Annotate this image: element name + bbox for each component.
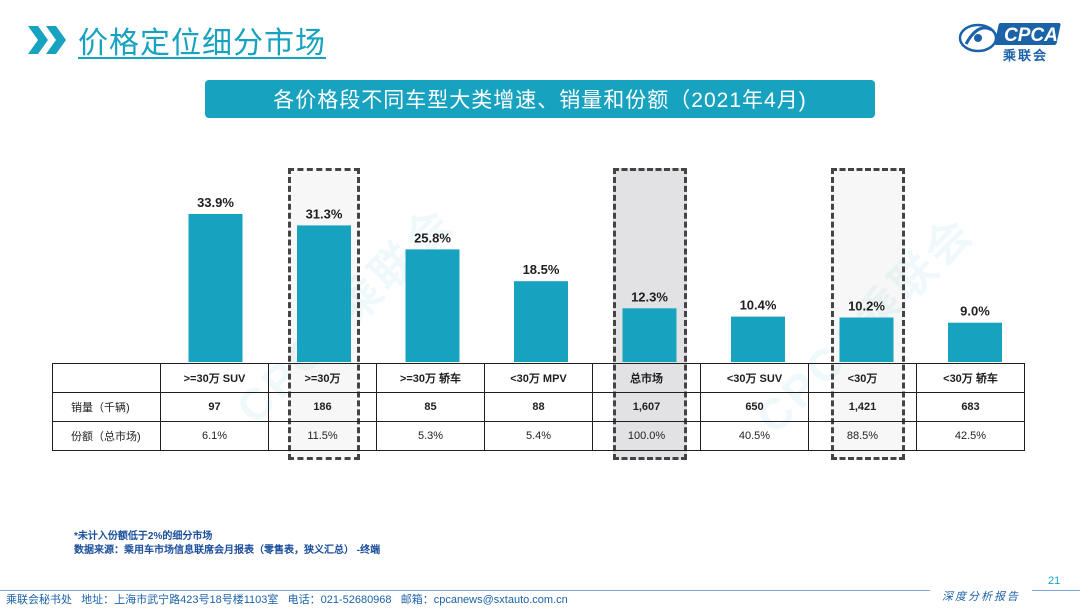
report-label: 深度分析报告 bbox=[942, 591, 1020, 603]
data-table: >=30万 SUV >=30万 >=30万 轿车 <30万 MPV 总市场 <3… bbox=[52, 363, 1025, 451]
row-label-sales: 销量（千辆) bbox=[52, 392, 161, 422]
bar-6 bbox=[839, 317, 894, 362]
footer-contact: 乘联会秘书处 地址：上海市武宁路423号18号楼1103室 电话：021-526… bbox=[6, 594, 568, 606]
table-header-cell bbox=[52, 363, 161, 393]
table-cell: 97 bbox=[160, 392, 269, 422]
footer-divider bbox=[0, 590, 930, 591]
row-label-share: 份额（总市场) bbox=[52, 421, 161, 451]
bar-7 bbox=[948, 322, 1002, 362]
bar-4 bbox=[622, 308, 677, 362]
table-header-cell: <30万 轿车 bbox=[916, 363, 1025, 393]
table-header-cell: 总市场 bbox=[592, 363, 701, 393]
bar-value-label-7: 9.0% bbox=[960, 304, 990, 319]
table-cell: 5.4% bbox=[484, 421, 593, 451]
table-header-cell: >=30万 bbox=[268, 363, 377, 393]
logo-subtitle: 乘联会 bbox=[1003, 48, 1049, 63]
table-header-cell: <30万 bbox=[808, 363, 917, 393]
table-header-cell: <30万 SUV bbox=[700, 363, 809, 393]
table-cell: 11.5% bbox=[268, 421, 377, 451]
footnote-exclusion: *未计入份额低于2%的细分市场 bbox=[74, 531, 213, 542]
bar-value-label-4: 12.3% bbox=[631, 289, 668, 304]
table-header-cell: >=30万 SUV bbox=[160, 363, 269, 393]
bar-value-label-2: 25.8% bbox=[414, 230, 451, 245]
table-cell: 1,607 bbox=[592, 392, 701, 422]
table-row-share: 份额（总市场) 6.1% 11.5% 5.3% 5.4% 100.0% 40.5… bbox=[52, 421, 1025, 451]
table-header-cell: >=30万 轿车 bbox=[376, 363, 485, 393]
table-cell: 186 bbox=[268, 392, 377, 422]
table-cell: 40.5% bbox=[700, 421, 809, 451]
page-header: 价格定位细分市场 bbox=[26, 18, 326, 62]
table-cell: 42.5% bbox=[916, 421, 1025, 451]
page-number: 21 bbox=[1048, 575, 1061, 587]
table-row-sales: 销量（千辆) 97 186 85 88 1,607 650 1,421 683 bbox=[52, 392, 1025, 422]
bar-2 bbox=[405, 249, 460, 362]
table-cell: 683 bbox=[916, 392, 1025, 422]
table-cell: 100.0% bbox=[592, 421, 701, 451]
cpca-logo: CPCA bbox=[958, 23, 1061, 53]
bar-value-label-3: 18.5% bbox=[523, 262, 560, 277]
bar-1 bbox=[297, 225, 351, 362]
table-cell: 5.3% bbox=[376, 421, 485, 451]
table-header-cell: <30万 MPV bbox=[484, 363, 593, 393]
bar-value-label-0: 33.9% bbox=[197, 195, 234, 210]
double-chevron-icon bbox=[28, 26, 66, 54]
table-header-row: >=30万 SUV >=30万 >=30万 轿车 <30万 MPV 总市场 <3… bbox=[52, 363, 1025, 393]
table-cell: 6.1% bbox=[160, 421, 269, 451]
table-cell: 85 bbox=[376, 392, 485, 422]
bar-0 bbox=[188, 214, 243, 362]
table-cell: 88 bbox=[484, 392, 593, 422]
table-cell: 88.5% bbox=[808, 421, 917, 451]
footer-divider bbox=[1032, 590, 1080, 591]
bar-3 bbox=[514, 281, 568, 362]
chart-banner-title: 各价格段不同车型大类增速、销量和份额（2021年4月) bbox=[205, 80, 875, 118]
page-title: 价格定位细分市场 bbox=[78, 27, 326, 60]
bar-5 bbox=[731, 316, 785, 362]
bar-value-label-6: 10.2% bbox=[848, 299, 885, 314]
table-cell: 1,421 bbox=[808, 392, 917, 422]
footnote-source: 数据来源：乘用车市场信息联席会月报表（零售表，狭义汇总） -终端 bbox=[74, 545, 381, 556]
bar-value-label-5: 10.4% bbox=[740, 298, 777, 313]
logo-text: CPCA bbox=[1004, 25, 1058, 46]
table-cell: 650 bbox=[700, 392, 809, 422]
bar-value-label-1: 31.3% bbox=[306, 206, 343, 221]
footer: 乘联会秘书处 地址：上海市武宁路423号18号楼1103室 电话：021-526… bbox=[0, 590, 1080, 608]
